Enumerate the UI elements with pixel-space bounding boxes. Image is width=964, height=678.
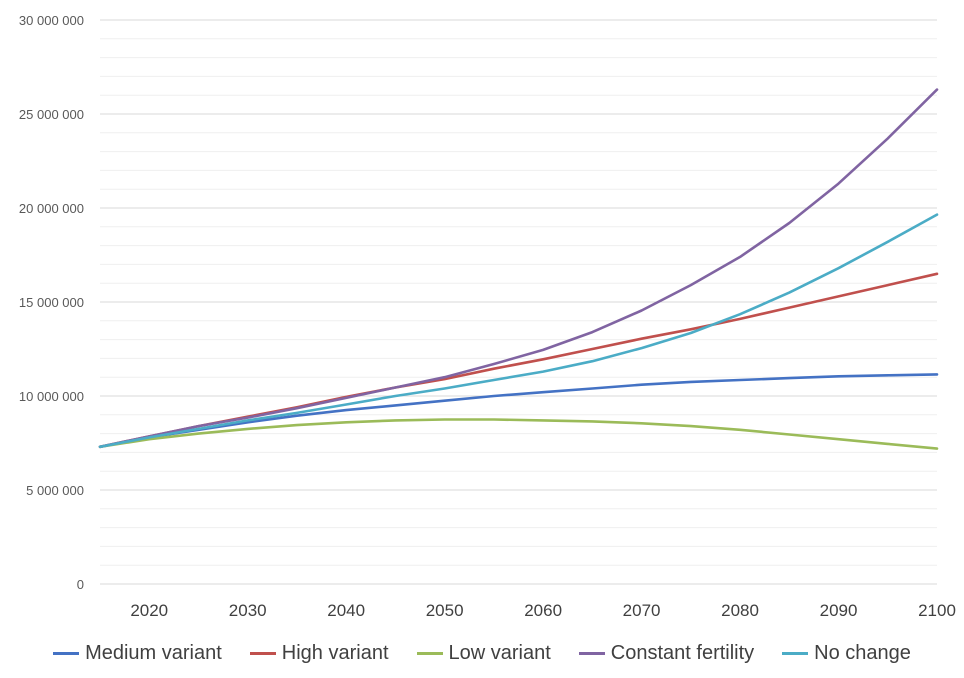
legend-swatch bbox=[250, 652, 276, 655]
x-tick-label: 2060 bbox=[524, 601, 562, 620]
line-chart: 0 5 000 000 10 000 000 15 000 000 20 000 000… bbox=[0, 0, 964, 630]
x-tick-label: 2020 bbox=[130, 601, 168, 620]
legend-label: Low variant bbox=[449, 642, 551, 665]
x-tick-label: 2030 bbox=[229, 601, 267, 620]
legend-label: No change bbox=[814, 642, 911, 665]
y-tick-label: 30 000 000 bbox=[19, 13, 84, 28]
legend-swatch bbox=[579, 652, 605, 655]
x-tick-label: 2040 bbox=[327, 601, 365, 620]
x-axis-ticks: 2020 2030 2040 2050 2060 2070 2080 2090 2100 bbox=[130, 601, 956, 620]
y-tick-label: 5 000 000 bbox=[26, 483, 84, 498]
legend-swatch bbox=[417, 652, 443, 655]
legend-item-low-variant: Low variant bbox=[417, 642, 551, 665]
legend-swatch bbox=[782, 652, 808, 655]
series-lines bbox=[100, 90, 937, 449]
y-axis-ticks: 0 5 000 000 10 000 000 15 000 000 20 000 000… bbox=[19, 13, 84, 592]
legend-label: Medium variant bbox=[85, 642, 222, 665]
y-tick-label: 15 000 000 bbox=[19, 295, 84, 310]
y-tick-label: 0 bbox=[77, 577, 84, 592]
x-tick-label: 2050 bbox=[426, 601, 464, 620]
x-tick-label: 2080 bbox=[721, 601, 759, 620]
series-line-no-change bbox=[100, 215, 937, 447]
y-tick-label: 20 000 000 bbox=[19, 201, 84, 216]
legend-item-no-change: No change bbox=[782, 642, 911, 665]
legend: Medium variant High variant Low variant Con… bbox=[0, 636, 964, 670]
legend-item-high-variant: High variant bbox=[250, 642, 389, 665]
legend-swatch bbox=[53, 652, 79, 655]
x-tick-label: 2100 bbox=[918, 601, 956, 620]
legend-label: High variant bbox=[282, 642, 389, 665]
x-tick-label: 2090 bbox=[820, 601, 858, 620]
x-tick-label: 2070 bbox=[623, 601, 661, 620]
legend-item-constant-fertility: Constant fertility bbox=[579, 642, 754, 665]
y-tick-label: 25 000 000 bbox=[19, 107, 84, 122]
legend-label: Constant fertility bbox=[611, 642, 754, 665]
y-tick-label: 10 000 000 bbox=[19, 389, 84, 404]
legend-item-medium-variant: Medium variant bbox=[53, 642, 222, 665]
